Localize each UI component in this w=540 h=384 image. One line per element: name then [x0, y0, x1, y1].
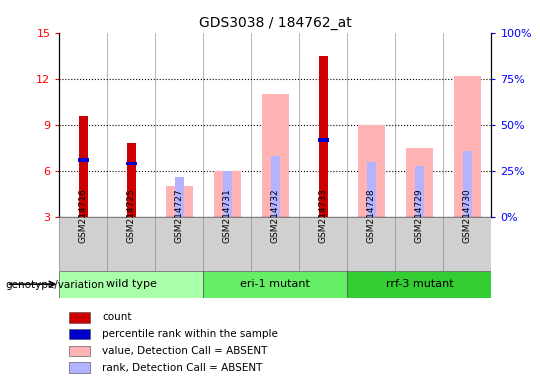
Text: GSM214716: GSM214716 — [79, 188, 88, 243]
Text: value, Detection Call = ABSENT: value, Detection Call = ABSENT — [102, 346, 267, 356]
Bar — [69, 329, 90, 339]
Bar — [367, 162, 376, 217]
Bar — [262, 94, 288, 217]
Bar — [347, 271, 491, 298]
Text: GSM214730: GSM214730 — [463, 188, 472, 243]
Bar — [223, 171, 232, 217]
Bar — [463, 151, 472, 217]
Text: eri-1 mutant: eri-1 mutant — [240, 279, 310, 289]
Bar — [69, 346, 90, 356]
Text: rank, Detection Call = ABSENT: rank, Detection Call = ABSENT — [102, 363, 262, 373]
Text: rrf-3 mutant: rrf-3 mutant — [386, 279, 453, 289]
Title: GDS3038 / 184762_at: GDS3038 / 184762_at — [199, 16, 352, 30]
Bar — [271, 156, 280, 217]
Text: wild type: wild type — [106, 279, 157, 289]
Text: percentile rank within the sample: percentile rank within the sample — [102, 329, 278, 339]
Text: GSM214732: GSM214732 — [271, 188, 280, 243]
Bar — [358, 125, 384, 217]
Text: GSM214728: GSM214728 — [367, 188, 376, 243]
Text: count: count — [102, 312, 132, 322]
Bar — [78, 159, 89, 162]
Bar — [175, 177, 184, 217]
Text: GSM214725: GSM214725 — [127, 188, 136, 243]
Bar — [415, 166, 424, 217]
Text: GSM214727: GSM214727 — [175, 188, 184, 243]
Text: genotype/variation: genotype/variation — [5, 280, 105, 290]
Bar — [454, 76, 481, 217]
Bar — [318, 139, 329, 142]
Bar — [166, 186, 193, 217]
Bar — [214, 171, 241, 217]
Bar — [406, 148, 433, 217]
Text: GSM214733: GSM214733 — [319, 188, 328, 243]
Bar — [69, 312, 90, 323]
Bar — [319, 56, 328, 217]
Text: GSM214731: GSM214731 — [223, 188, 232, 243]
Text: GSM214729: GSM214729 — [415, 188, 424, 243]
Bar — [59, 271, 204, 298]
Bar — [204, 271, 347, 298]
Bar — [127, 143, 136, 217]
Bar — [69, 362, 90, 373]
Bar — [126, 162, 137, 165]
Bar — [79, 116, 87, 217]
